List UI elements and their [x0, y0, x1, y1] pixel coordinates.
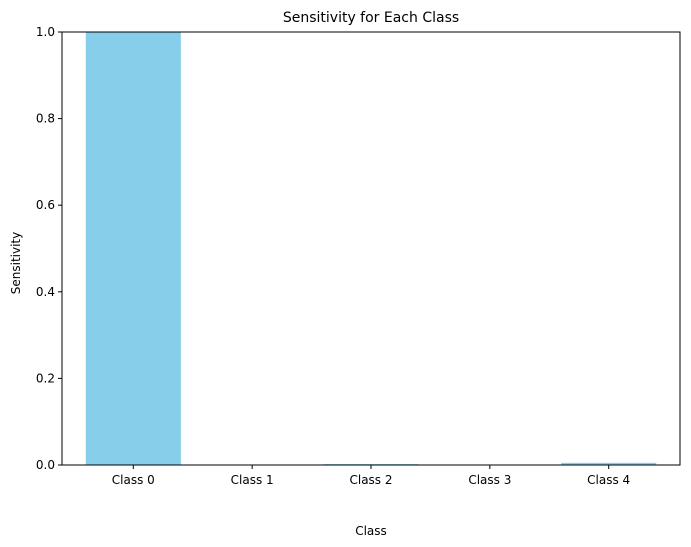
- y-axis-label: Sensitivity: [9, 232, 23, 294]
- y-tick-label: 0.8: [36, 112, 55, 126]
- y-tick-label: 0.4: [36, 285, 55, 299]
- y-tick-label: 0.6: [36, 198, 55, 212]
- x-tick-label: Class 0: [112, 473, 155, 487]
- x-tick-label: Class 2: [349, 473, 392, 487]
- x-axis-label: Class: [355, 524, 387, 538]
- y-axis-ticks: 0.0 0.2 0.4 0.6 0.8 1.0: [36, 25, 62, 472]
- y-tick-label: 0.0: [36, 458, 55, 472]
- x-tick-label: Class 4: [587, 473, 630, 487]
- bar-class-0: [85, 32, 181, 465]
- x-tick-label: Class 3: [468, 473, 511, 487]
- y-tick-label: 1.0: [36, 25, 55, 39]
- x-axis-ticks: Class 0 Class 1 Class 2 Class 3 Class 4: [112, 465, 630, 487]
- chart-title: Sensitivity for Each Class: [283, 10, 459, 26]
- y-tick-label: 0.2: [36, 371, 55, 385]
- x-tick-label: Class 1: [231, 473, 274, 487]
- bars-group: [85, 32, 657, 465]
- axes-frame: [61, 31, 681, 466]
- bar-class-4: [561, 462, 657, 465]
